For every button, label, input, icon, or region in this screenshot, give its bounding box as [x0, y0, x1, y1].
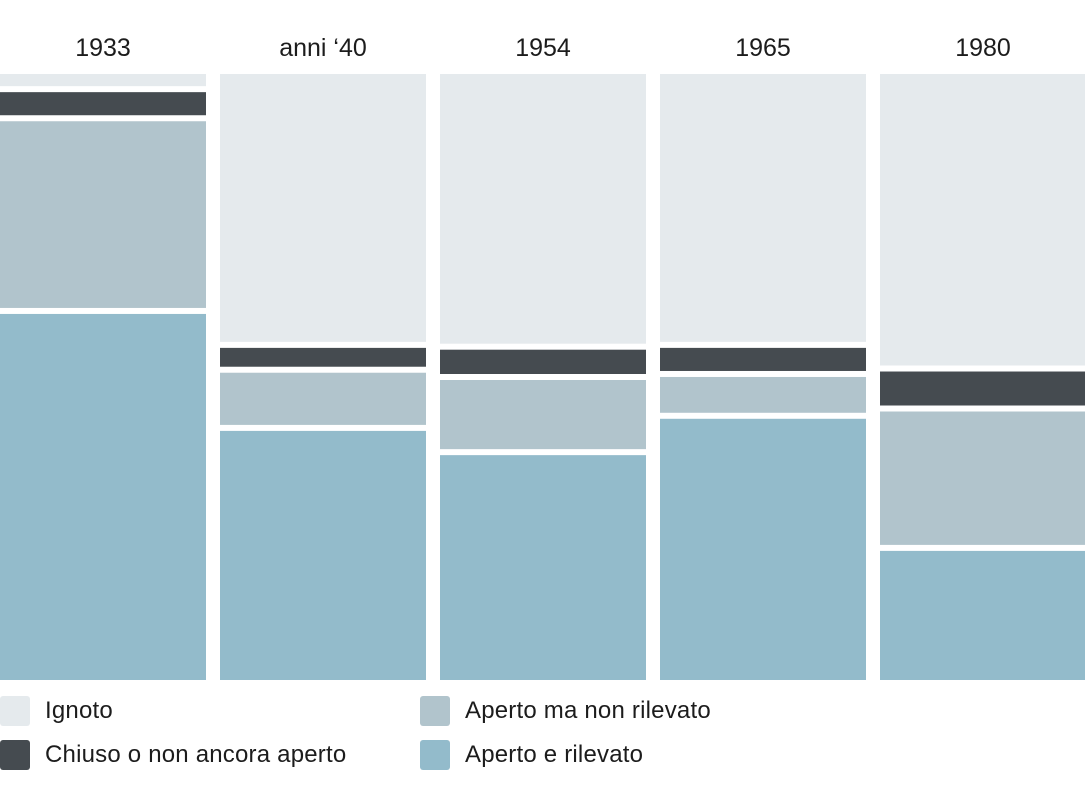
bar-segment-aperto-e-rilevato — [880, 550, 1085, 680]
bar-segment-ignoto — [440, 74, 646, 344]
bar-segment-aperto-ma-non-rilevato — [880, 411, 1085, 545]
bar-segment-aperto-ma-non-rilevato — [0, 121, 206, 308]
category-label: 1933 — [75, 34, 131, 62]
category-label: anni ‘40 — [279, 34, 367, 62]
bar-segment-ignoto — [660, 74, 866, 342]
legend-item-aperto-rilevato: Aperto e rilevato — [420, 737, 643, 773]
category-label: 1965 — [735, 34, 791, 62]
legend-label-chiuso: Chiuso o non ancora aperto — [45, 741, 347, 768]
bar-segment-aperto-e-rilevato — [440, 455, 646, 680]
legend-item-chiuso: Chiuso o non ancora aperto — [0, 737, 346, 773]
bar-segment-chiuso-o-non-ancora-aperto — [0, 92, 206, 116]
bar-segment-aperto-e-rilevato — [660, 418, 866, 680]
bar-segment-aperto-ma-non-rilevato — [220, 372, 426, 425]
bar-segment-aperto-ma-non-rilevato — [660, 376, 866, 413]
bar-segment-ignoto — [0, 74, 206, 87]
legend-swatch-aperto-rilevato — [420, 740, 450, 770]
legend-label-aperto-non-rilevato: Aperto ma non rilevato — [465, 697, 711, 724]
bar-segment-chiuso-o-non-ancora-aperto — [220, 347, 426, 367]
legend-swatch-chiuso — [0, 740, 30, 770]
legend-label-aperto-rilevato: Aperto e rilevato — [465, 741, 644, 768]
bar-segment-chiuso-o-non-ancora-aperto — [660, 347, 866, 371]
bar-segment-aperto-e-rilevato — [0, 313, 206, 680]
legend-item-ignoto: Ignoto — [0, 693, 113, 729]
category-label: 1980 — [955, 34, 1011, 62]
bar-segment-ignoto — [880, 74, 1085, 366]
bar-segment-aperto-ma-non-rilevato — [440, 380, 646, 450]
bar-segment-chiuso-o-non-ancora-aperto — [880, 371, 1085, 406]
bar-segment-aperto-e-rilevato — [220, 430, 426, 680]
legend-label-ignoto: Ignoto — [45, 697, 113, 724]
bar-segment-ignoto — [220, 74, 426, 342]
bar-segment-chiuso-o-non-ancora-aperto — [440, 349, 646, 374]
legend-item-aperto-non-rilevato: Aperto ma non rilevato — [420, 693, 711, 729]
legend-swatch-ignoto — [0, 696, 30, 726]
stacked-bar-chart: 1933 anni ‘40 1954 1965 1980 — [0, 34, 1085, 680]
category-label: 1954 — [515, 34, 571, 62]
legend-swatch-aperto-non-rilevato — [420, 696, 450, 726]
legend: Ignoto Chiuso o non ancora aperto Aperto… — [0, 693, 1085, 783]
